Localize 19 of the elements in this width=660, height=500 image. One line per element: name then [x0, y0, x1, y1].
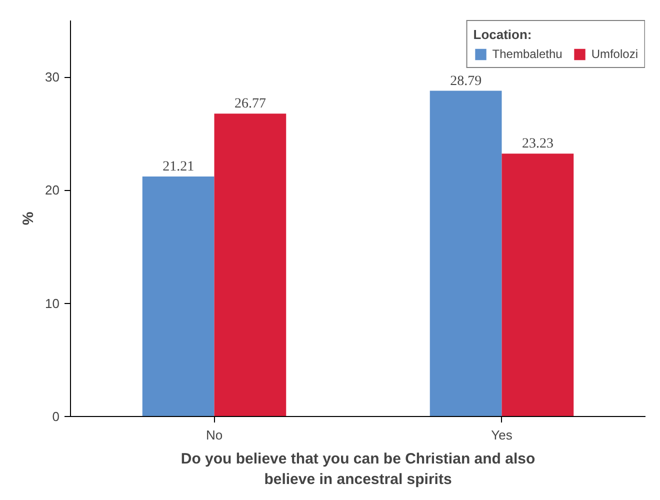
- y-tick-label: 0: [52, 409, 60, 424]
- data-label: 28.79: [450, 74, 482, 89]
- bar: [502, 154, 574, 416]
- x-tick-label: No: [206, 428, 223, 442]
- legend-title: Location:: [473, 27, 533, 42]
- x-tick-label: Yes: [491, 428, 513, 442]
- x-axis-title: Do you believe that you can be Christian and also believe in ancestral spirits: [180, 450, 536, 488]
- data-label: 21.21: [162, 160, 194, 175]
- bar: [142, 176, 214, 416]
- data-label: 26.77: [234, 96, 266, 112]
- legend-label: Umfolozi: [591, 47, 638, 61]
- legend-label: Thembalethu: [492, 47, 562, 61]
- y-axis-title: %: [20, 212, 38, 226]
- y-tick-label: 10: [45, 296, 60, 311]
- bar: [214, 114, 286, 416]
- y-tick-label: 20: [45, 182, 60, 198]
- y-tick-label: 30: [45, 70, 60, 85]
- bar: [430, 90, 502, 416]
- data-label: 23.23: [522, 136, 554, 152]
